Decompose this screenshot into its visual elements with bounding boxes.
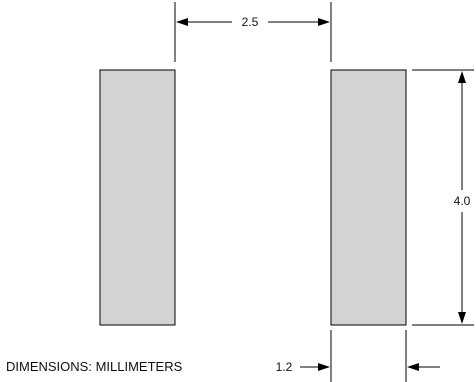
right-pad (330, 69, 407, 326)
pad-width-arrow-left (318, 363, 330, 371)
height-arrow-top (458, 71, 466, 83)
spacing-arrow-right (318, 18, 330, 26)
left-pad (99, 69, 176, 326)
height-dimension: 4.0 (412, 69, 474, 326)
pad-width-arrow-right (407, 363, 419, 371)
height-label: 4.0 (454, 194, 471, 208)
spacing-arrow-left (176, 18, 188, 26)
pad-width-dimension: 1.2 (276, 330, 440, 382)
height-arrow-bottom (458, 312, 466, 324)
units-note: DIMENSIONS: MILLIMETERS (6, 359, 183, 374)
pad-width-label: 1.2 (276, 360, 293, 374)
spacing-dimension: 2.5 (174, 2, 332, 62)
spacing-label: 2.5 (242, 15, 259, 29)
